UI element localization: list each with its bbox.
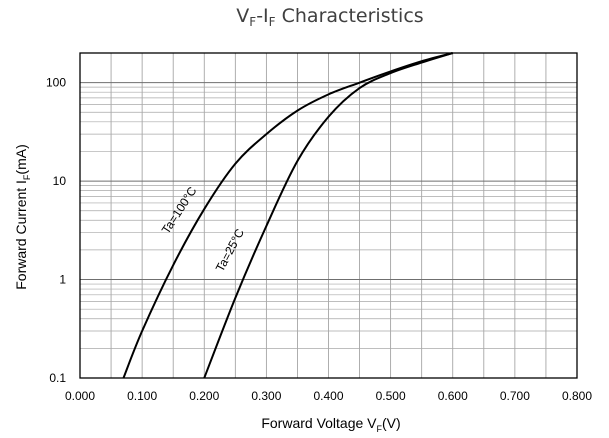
x-tick-label: 0.100 bbox=[127, 389, 157, 403]
x-tick-label: 0.800 bbox=[562, 389, 592, 403]
series-group bbox=[122, 52, 454, 379]
x-tick-label: 0.400 bbox=[313, 389, 343, 403]
label-part: F bbox=[377, 424, 383, 434]
chart-title: VF-IF Characteristics bbox=[236, 5, 423, 29]
label-part: Forward Voltage V bbox=[261, 415, 377, 431]
x-axis-label: Forward Voltage VF(V) bbox=[261, 415, 400, 434]
x-tick-label: 0.700 bbox=[500, 389, 530, 403]
label-part: Forward Current I bbox=[13, 180, 29, 290]
x-tick-label: 0.600 bbox=[438, 389, 468, 403]
y-tick-label: 1 bbox=[59, 273, 66, 287]
x-tick-label: 0.500 bbox=[376, 389, 406, 403]
label-part: F bbox=[269, 15, 276, 29]
x-tick-label: 0.300 bbox=[251, 389, 281, 403]
label-part: F bbox=[22, 174, 32, 180]
plot-frame bbox=[79, 52, 578, 379]
label-part: -I bbox=[256, 5, 268, 27]
label-part: F bbox=[249, 15, 256, 29]
y-axis-label: Forward Current IF(mA) bbox=[13, 144, 32, 290]
x-tick-label: 0.200 bbox=[189, 389, 219, 403]
label-part: (mA) bbox=[13, 144, 29, 174]
label-part: V bbox=[236, 5, 249, 27]
y-tick-label: 10 bbox=[53, 174, 67, 188]
plot-grid bbox=[79, 52, 578, 379]
series-line-ta-100c bbox=[122, 52, 454, 379]
x-axis-ticks: 0.000 0.100 0.200 0.300 0.400 0.500 0.600 0.700… bbox=[65, 389, 592, 403]
label-part: Characteristics bbox=[276, 5, 424, 27]
y-tick-label: 100 bbox=[46, 76, 66, 90]
y-axis-ticks: 0.1 1 10 100 bbox=[46, 76, 66, 385]
label-part: (V) bbox=[382, 415, 401, 431]
series-line-ta-25c bbox=[203, 52, 454, 379]
x-tick-label: 0.000 bbox=[65, 389, 95, 403]
y-tick-label: 0.1 bbox=[49, 371, 66, 385]
